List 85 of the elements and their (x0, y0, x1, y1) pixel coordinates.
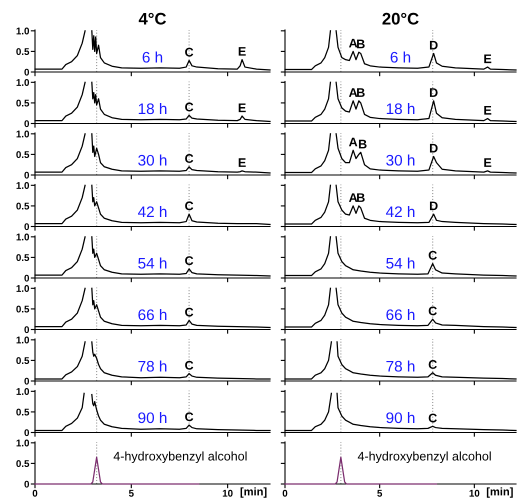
annotation: D (430, 202, 438, 210)
annotation: 90 h (138, 412, 166, 424)
annotation: 4-hydroxybenzyl alcohol (114, 451, 247, 464)
annotation: D (430, 144, 438, 152)
annotation: B (357, 88, 365, 97)
annotation: B (357, 193, 365, 202)
y-tick-label: 0.5 (16, 460, 30, 468)
x-tick-label: 5 (128, 490, 134, 497)
chart-title: 4°C (138, 12, 166, 25)
annotation: 42 h (138, 206, 166, 218)
y-tick-label: 0.5 (16, 357, 30, 364)
annotation: 4-hydroxybenzyl alcohol (358, 451, 491, 464)
annotation: 54 h (386, 257, 414, 269)
annotation: 42 h (386, 206, 414, 218)
annotation: 6 h (142, 51, 162, 63)
annotation: 78 h (138, 360, 166, 372)
x-tick-label: 10 (470, 490, 480, 497)
annotation: B (358, 140, 367, 148)
y-tick-label: 0.5 (16, 306, 30, 313)
y-tick-label: 0.5 (16, 408, 30, 416)
annotation: 18 h (386, 102, 414, 114)
y-tick-label: 0.5 (16, 254, 30, 262)
y-tick-label: 0 (24, 480, 30, 488)
y-tick-label: 1.0 (16, 79, 30, 86)
y-tick-label: 0.5 (16, 151, 30, 158)
x-axis-title: [min] (240, 487, 267, 498)
annotation: E (238, 47, 246, 56)
y-tick-label: 1.0 (16, 285, 30, 292)
annotation: B (357, 40, 365, 48)
y-tick-label: 1.0 (16, 130, 30, 138)
y-tick-label: 0.5 (16, 48, 30, 56)
annotation: A (348, 193, 358, 202)
y-tick-label: 1.0 (16, 182, 30, 189)
y-tick-label: 0 (24, 274, 30, 282)
annotation: C (185, 256, 194, 266)
annotation: C (428, 360, 437, 369)
annotation: E (484, 106, 492, 115)
y-tick-label: 1.0 (16, 234, 30, 240)
y-tick-label: 1.0 (16, 28, 30, 34)
y-tick-label: 0 (24, 172, 30, 179)
annotation: 78 h (386, 360, 414, 372)
annotation: A (348, 38, 358, 48)
y-tick-label: 1.0 (16, 388, 30, 395)
annotation: 66 h (386, 308, 414, 320)
annotation: A (348, 138, 358, 146)
y-tick-label: 0 (24, 429, 30, 436)
x-tick-label: 10 (222, 490, 233, 497)
annotation: C (428, 414, 437, 422)
y-tick-label: 0.5 (16, 202, 30, 210)
annotation: C (185, 154, 194, 163)
annotation: C (185, 102, 194, 112)
annotation: 6 h (390, 51, 410, 63)
y-tick-label: 1.0 (16, 336, 30, 344)
annotation: E (484, 158, 492, 167)
annotation: C (185, 360, 194, 370)
annotation: E (238, 158, 246, 167)
annotation: 30 h (138, 154, 166, 166)
annotation: C (185, 48, 194, 57)
y-tick-label: 0.5 (16, 100, 30, 107)
annotation: 54 h (138, 257, 166, 269)
y-tick-label: 0 (24, 120, 30, 128)
annotation: 30 h (386, 154, 414, 166)
y-tick-label: 0 (24, 223, 30, 230)
y-tick-label: 1.0 (16, 440, 30, 446)
annotation: E (484, 54, 492, 64)
annotation: 18 h (138, 102, 166, 114)
y-tick-label: 0 (24, 68, 30, 76)
annotation: 90 h (386, 412, 414, 424)
annotation: C (185, 412, 194, 422)
annotation: C (428, 306, 437, 316)
annotation: 66 h (138, 308, 166, 320)
annotation: A (348, 88, 358, 97)
annotation: D (430, 40, 438, 50)
y-tick-label: 0 (24, 326, 30, 334)
x-axis-title: [min] (486, 487, 513, 498)
x-tick-label: 5 (377, 490, 382, 497)
annotation: C (428, 250, 437, 260)
annotation: C (185, 201, 194, 210)
y-tick-label: 0 (24, 378, 30, 385)
x-tick-label: 0 (32, 490, 38, 497)
x-tick-label: 0 (282, 490, 288, 497)
annotation: D (430, 88, 438, 97)
chart-title: 20°C (382, 12, 419, 25)
annotation: C (185, 308, 194, 317)
annotation: E (238, 104, 246, 112)
